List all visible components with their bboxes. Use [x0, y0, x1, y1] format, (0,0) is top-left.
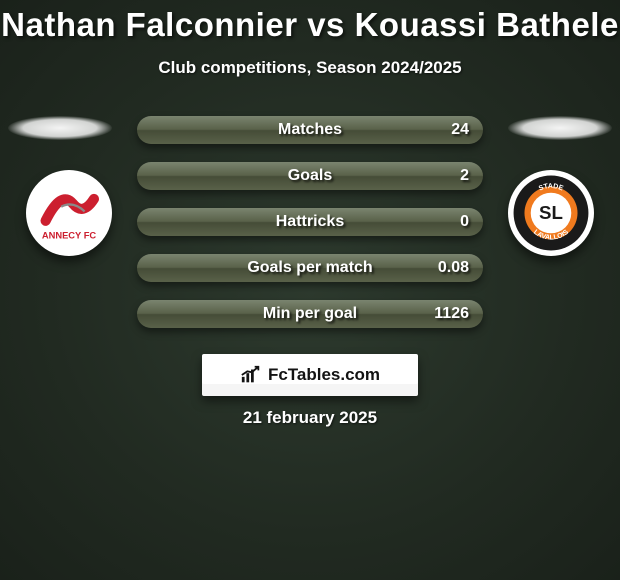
stat-value: 2	[460, 167, 469, 185]
brand-plate: FcTables.com	[202, 354, 418, 396]
page-subtitle: Club competitions, Season 2024/2025	[0, 58, 620, 78]
stade-lavallois-logo-icon: SL STADE LAVALLOIS	[512, 174, 590, 252]
stat-label: Goals	[137, 167, 483, 185]
stat-bar: Matches 24	[137, 116, 483, 144]
club-badge-left: ANNECY FC	[26, 170, 112, 256]
club-badge-right: SL STADE LAVALLOIS	[508, 170, 594, 256]
brand-text: FcTables.com	[268, 365, 380, 385]
date-label: 21 february 2025	[0, 408, 620, 428]
annecy-fc-logo-icon: ANNECY FC	[30, 174, 108, 252]
stat-bar: Goals per match 0.08	[137, 254, 483, 282]
svg-text:ANNECY FC: ANNECY FC	[42, 231, 97, 241]
stat-value: 0.08	[438, 259, 469, 277]
stat-label: Matches	[137, 121, 483, 139]
stat-bars: Matches 24 Goals 2 Hattricks 0 Goals per…	[137, 116, 483, 346]
player-shadow-right	[508, 116, 612, 140]
stat-bar: Min per goal 1126	[137, 300, 483, 328]
stat-label: Min per goal	[137, 305, 483, 323]
stat-value: 1126	[434, 305, 469, 323]
stat-label: Hattricks	[137, 213, 483, 231]
svg-text:SL: SL	[539, 202, 563, 223]
stat-label: Goals per match	[137, 259, 483, 277]
page-title: Nathan Falconnier vs Kouassi Bathele	[0, 0, 620, 44]
player-shadow-left	[8, 116, 112, 140]
stat-value: 24	[451, 121, 469, 139]
fctables-logo-icon	[240, 365, 262, 385]
stat-bar: Goals 2	[137, 162, 483, 190]
stat-value: 0	[460, 213, 469, 231]
stat-bar: Hattricks 0	[137, 208, 483, 236]
